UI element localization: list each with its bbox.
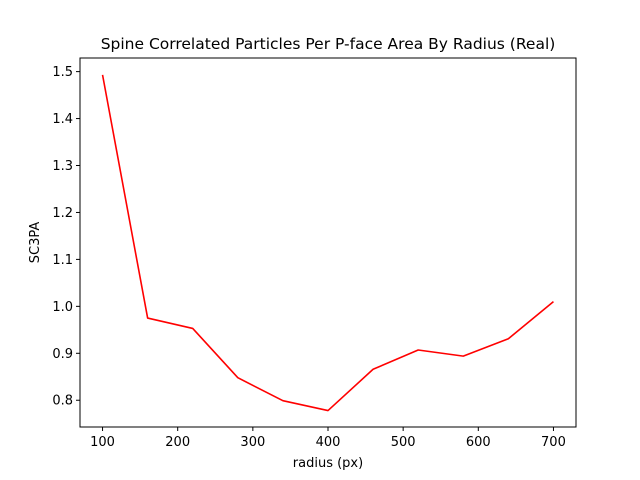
x-axis-label: radius (px)	[293, 456, 363, 471]
x-tick-label: 300	[240, 435, 265, 450]
y-tick-label: 1.5	[52, 65, 73, 80]
plot-area	[101, 74, 554, 412]
x-tick-label: 100	[90, 435, 115, 450]
y-tick-label: 1.1	[52, 253, 73, 268]
y-tick-label: 1.4	[52, 112, 73, 127]
y-axis-label: SC3PA	[28, 222, 43, 264]
y-tick-label: 1.0	[52, 300, 73, 315]
x-tick-label: 200	[165, 435, 190, 450]
x-tick-label: 700	[541, 435, 566, 450]
y-tick-label: 0.9	[52, 347, 73, 362]
series-line	[101, 74, 554, 412]
x-tick-label: 600	[466, 435, 491, 450]
y-tick-label: 0.8	[52, 394, 73, 409]
x-tick-label: 500	[391, 435, 416, 450]
y-tick-label: 1.2	[52, 206, 73, 221]
chart-title: Spine Correlated Particles Per P-face Ar…	[101, 35, 556, 53]
x-tick-label: 400	[316, 435, 341, 450]
y-tick-label: 1.3	[52, 159, 73, 174]
